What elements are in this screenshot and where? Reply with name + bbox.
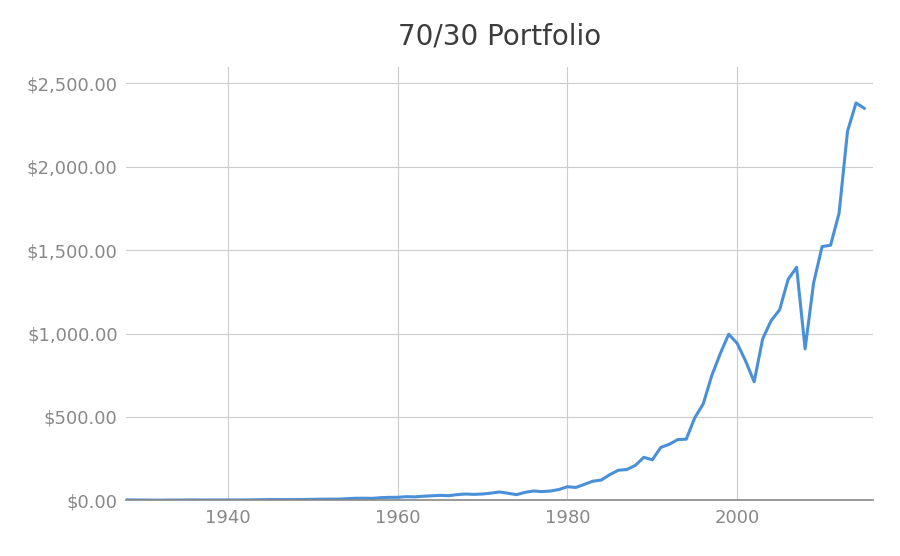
Title: 70/30 Portfolio: 70/30 Portfolio: [398, 22, 601, 51]
